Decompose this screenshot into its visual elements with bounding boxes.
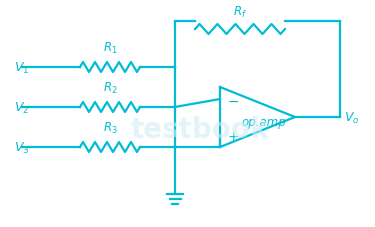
Text: $R_f$: $R_f$ — [233, 5, 247, 20]
Text: $V_2$: $V_2$ — [14, 100, 29, 115]
Text: testbook: testbook — [131, 116, 269, 143]
Text: $-$: $-$ — [227, 94, 239, 108]
Text: $R_3$: $R_3$ — [103, 120, 117, 135]
Text: op.amp: op.amp — [241, 116, 286, 129]
Text: $V_3$: $V_3$ — [14, 140, 29, 155]
Text: $V_1$: $V_1$ — [14, 60, 29, 75]
Text: $V_o$: $V_o$ — [344, 110, 360, 125]
Text: $R_1$: $R_1$ — [103, 41, 117, 56]
Text: $R_2$: $R_2$ — [103, 81, 117, 96]
Text: $+$: $+$ — [227, 129, 239, 143]
